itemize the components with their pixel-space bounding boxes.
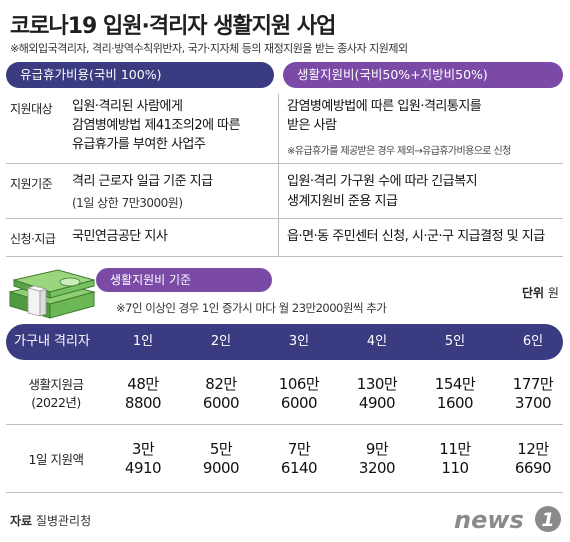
unit-label: 단위 원: [522, 284, 559, 301]
living-6-man: 177만: [512, 375, 554, 393]
daily-4-won: 3200: [358, 459, 396, 477]
unit-title: 단위: [522, 286, 545, 300]
source-credit: 자료 질병관리청: [10, 512, 91, 529]
daily-1-won: 4910: [124, 459, 162, 477]
col-header-2: 2인: [210, 334, 232, 349]
daily-6-won: 6690: [514, 459, 552, 477]
daily-2-man: 5만: [209, 440, 233, 458]
living-row-label: 생활지원금: [28, 377, 84, 392]
col-header-5: 5인: [444, 334, 466, 349]
col-header-4: 4인: [366, 334, 388, 349]
target-left-line-2: 감염병예방법 제41조의2에 따른: [72, 118, 241, 133]
living-1-won: 8800: [124, 394, 162, 412]
living-standard-label: 생활지원비 기준: [96, 268, 272, 292]
living-3-won: 6000: [280, 394, 318, 412]
target-left-line-3: 유급휴가를 부여한 사업주: [72, 137, 206, 152]
criteria-right-line-1: 입원·격리 가구원 수에 따라 긴급복지: [287, 174, 478, 189]
row-separator: [6, 218, 563, 219]
daily-5-man: 11만: [439, 440, 471, 458]
target-left-line-1: 입원·격리된 사람에게: [72, 99, 183, 114]
living-2-man: 82만: [205, 375, 237, 393]
target-right-line-2: 받은 사람: [287, 118, 337, 133]
row-separator: [6, 163, 563, 164]
unit-value: 원: [547, 286, 559, 300]
source-value: 질병관리청: [35, 514, 92, 528]
living-4-won: 4900: [358, 394, 396, 412]
news1-logo: news 1: [454, 506, 561, 534]
target-right-line-1: 감염병예방법에 따른 입원·격리통지를: [287, 99, 482, 114]
logo-digit: 1: [541, 509, 554, 531]
apply-right: 읍·면·동 주민센터 신청, 시·군·구 지급결정 및 지급: [287, 229, 545, 244]
daily-3-man: 7만: [287, 440, 311, 458]
col-header-3: 3인: [288, 334, 310, 349]
row-label-criteria: 지원기준: [10, 177, 53, 191]
living-2-won: 6000: [202, 394, 240, 412]
living-row-year: (2022년): [31, 395, 81, 410]
target-right-note: ※유급휴가를 제공받은 경우 제외→유급휴가비용으로 신청: [287, 146, 511, 157]
apply-left: 국민연금공단 지사: [72, 229, 168, 244]
page-title: 코로나19 입원·격리자 생활지원 사업: [10, 14, 336, 39]
exclusion-note: ※해외입국격리자, 격리·방역수칙위반자, 국가·지자체 등의 재정지원을 받는…: [10, 42, 408, 55]
daily-1-man: 3만: [131, 440, 155, 458]
row-separator: [6, 492, 563, 493]
living-5-won: 1600: [436, 394, 474, 412]
logo-text: news: [454, 506, 524, 534]
living-6-won: 3700: [514, 394, 552, 412]
daily-4-man: 9만: [365, 440, 389, 458]
logo-circle: [535, 506, 561, 532]
living-support-header: 생활지원비(국비50%+지방비50%): [283, 62, 563, 88]
living-5-man: 154만: [434, 375, 476, 393]
living-3-man: 106만: [278, 375, 320, 393]
col-header-1: 1인: [132, 334, 154, 349]
money-stack-icon: [8, 269, 96, 319]
living-1-man: 48만: [127, 375, 159, 393]
daily-row-label: 1일 지원액: [28, 452, 84, 467]
source-label: 자료: [10, 514, 33, 528]
additional-note: ※7인 이상인 경우 1인 증가시 마다 월 23만2000원씩 추가: [116, 301, 387, 315]
row-label-apply: 신청·지급: [10, 232, 56, 246]
criteria-left-line-1: 격리 근로자 일급 기준 지급: [72, 174, 213, 189]
daily-5-won: 110: [441, 459, 469, 477]
row-label-target: 지원대상: [10, 102, 53, 116]
daily-2-won: 9000: [202, 459, 240, 477]
daily-6-man: 12만: [517, 440, 549, 458]
criteria-right-line-2: 생계지원비 준용 지급: [287, 194, 398, 209]
row-separator: [6, 256, 563, 257]
table-header-label: 가구내 격리자: [14, 334, 90, 349]
living-4-man: 130만: [356, 375, 398, 393]
criteria-left-line-2: (1일 상한 7만3000원): [72, 196, 183, 210]
daily-3-won: 6140: [280, 459, 318, 477]
table-header-bar: [6, 324, 563, 360]
column-divider: [278, 94, 279, 256]
paid-leave-header: 유급휴가비용(국비 100%): [6, 62, 274, 88]
row-separator: [6, 424, 563, 425]
col-header-6: 6인: [522, 334, 544, 349]
